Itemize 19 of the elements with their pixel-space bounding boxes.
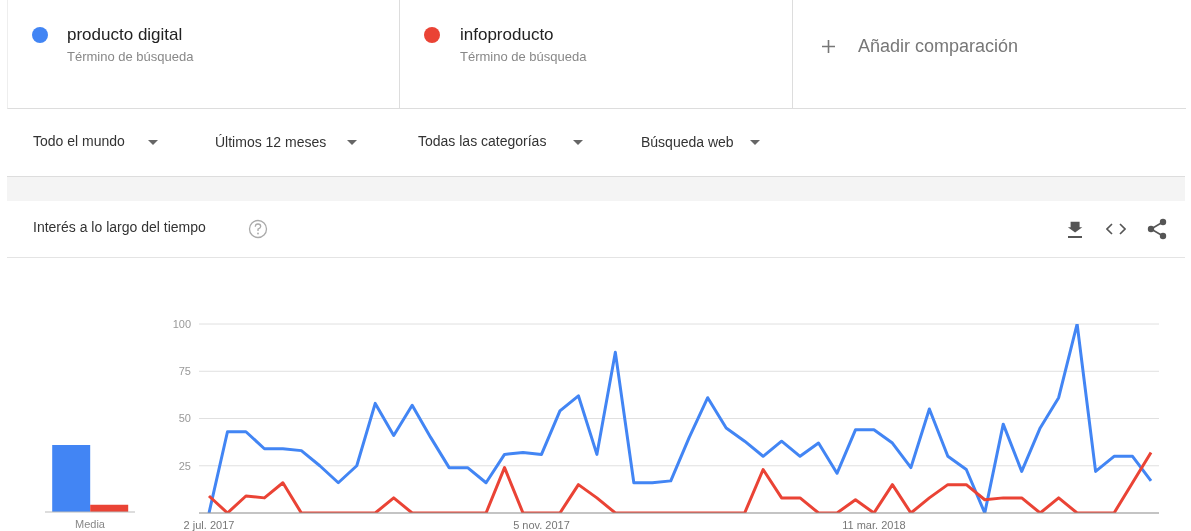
x-tick-label: 2 jul. 2017 bbox=[183, 518, 235, 531]
line-series bbox=[207, 324, 1153, 513]
text: Búsqueda web bbox=[641, 134, 734, 150]
text: Añadir comparación bbox=[858, 36, 1019, 57]
text: Todo el mundo bbox=[33, 133, 125, 149]
text: Últimos 12 meses bbox=[215, 134, 327, 150]
legend-label: infoproducto bbox=[460, 25, 554, 45]
y-tick-label: 50 bbox=[178, 412, 191, 425]
text: Término de búsqueda bbox=[460, 49, 587, 64]
y-tick-label: 75 bbox=[178, 365, 191, 378]
x-tick-label: 11 mar. 2018 bbox=[842, 518, 906, 531]
x-tick-label: 5 nov. 2017 bbox=[513, 518, 570, 531]
text: Término de búsqueda bbox=[67, 49, 194, 64]
x-tick-label: Media bbox=[75, 517, 106, 530]
legend-label: producto digital bbox=[67, 25, 183, 45]
y-tick-label: 100 bbox=[172, 317, 191, 330]
text: Todas las categorías bbox=[418, 133, 547, 149]
chart-title: Interés a lo largo del tiempo bbox=[33, 219, 206, 235]
y-tick-label: 25 bbox=[178, 459, 191, 472]
